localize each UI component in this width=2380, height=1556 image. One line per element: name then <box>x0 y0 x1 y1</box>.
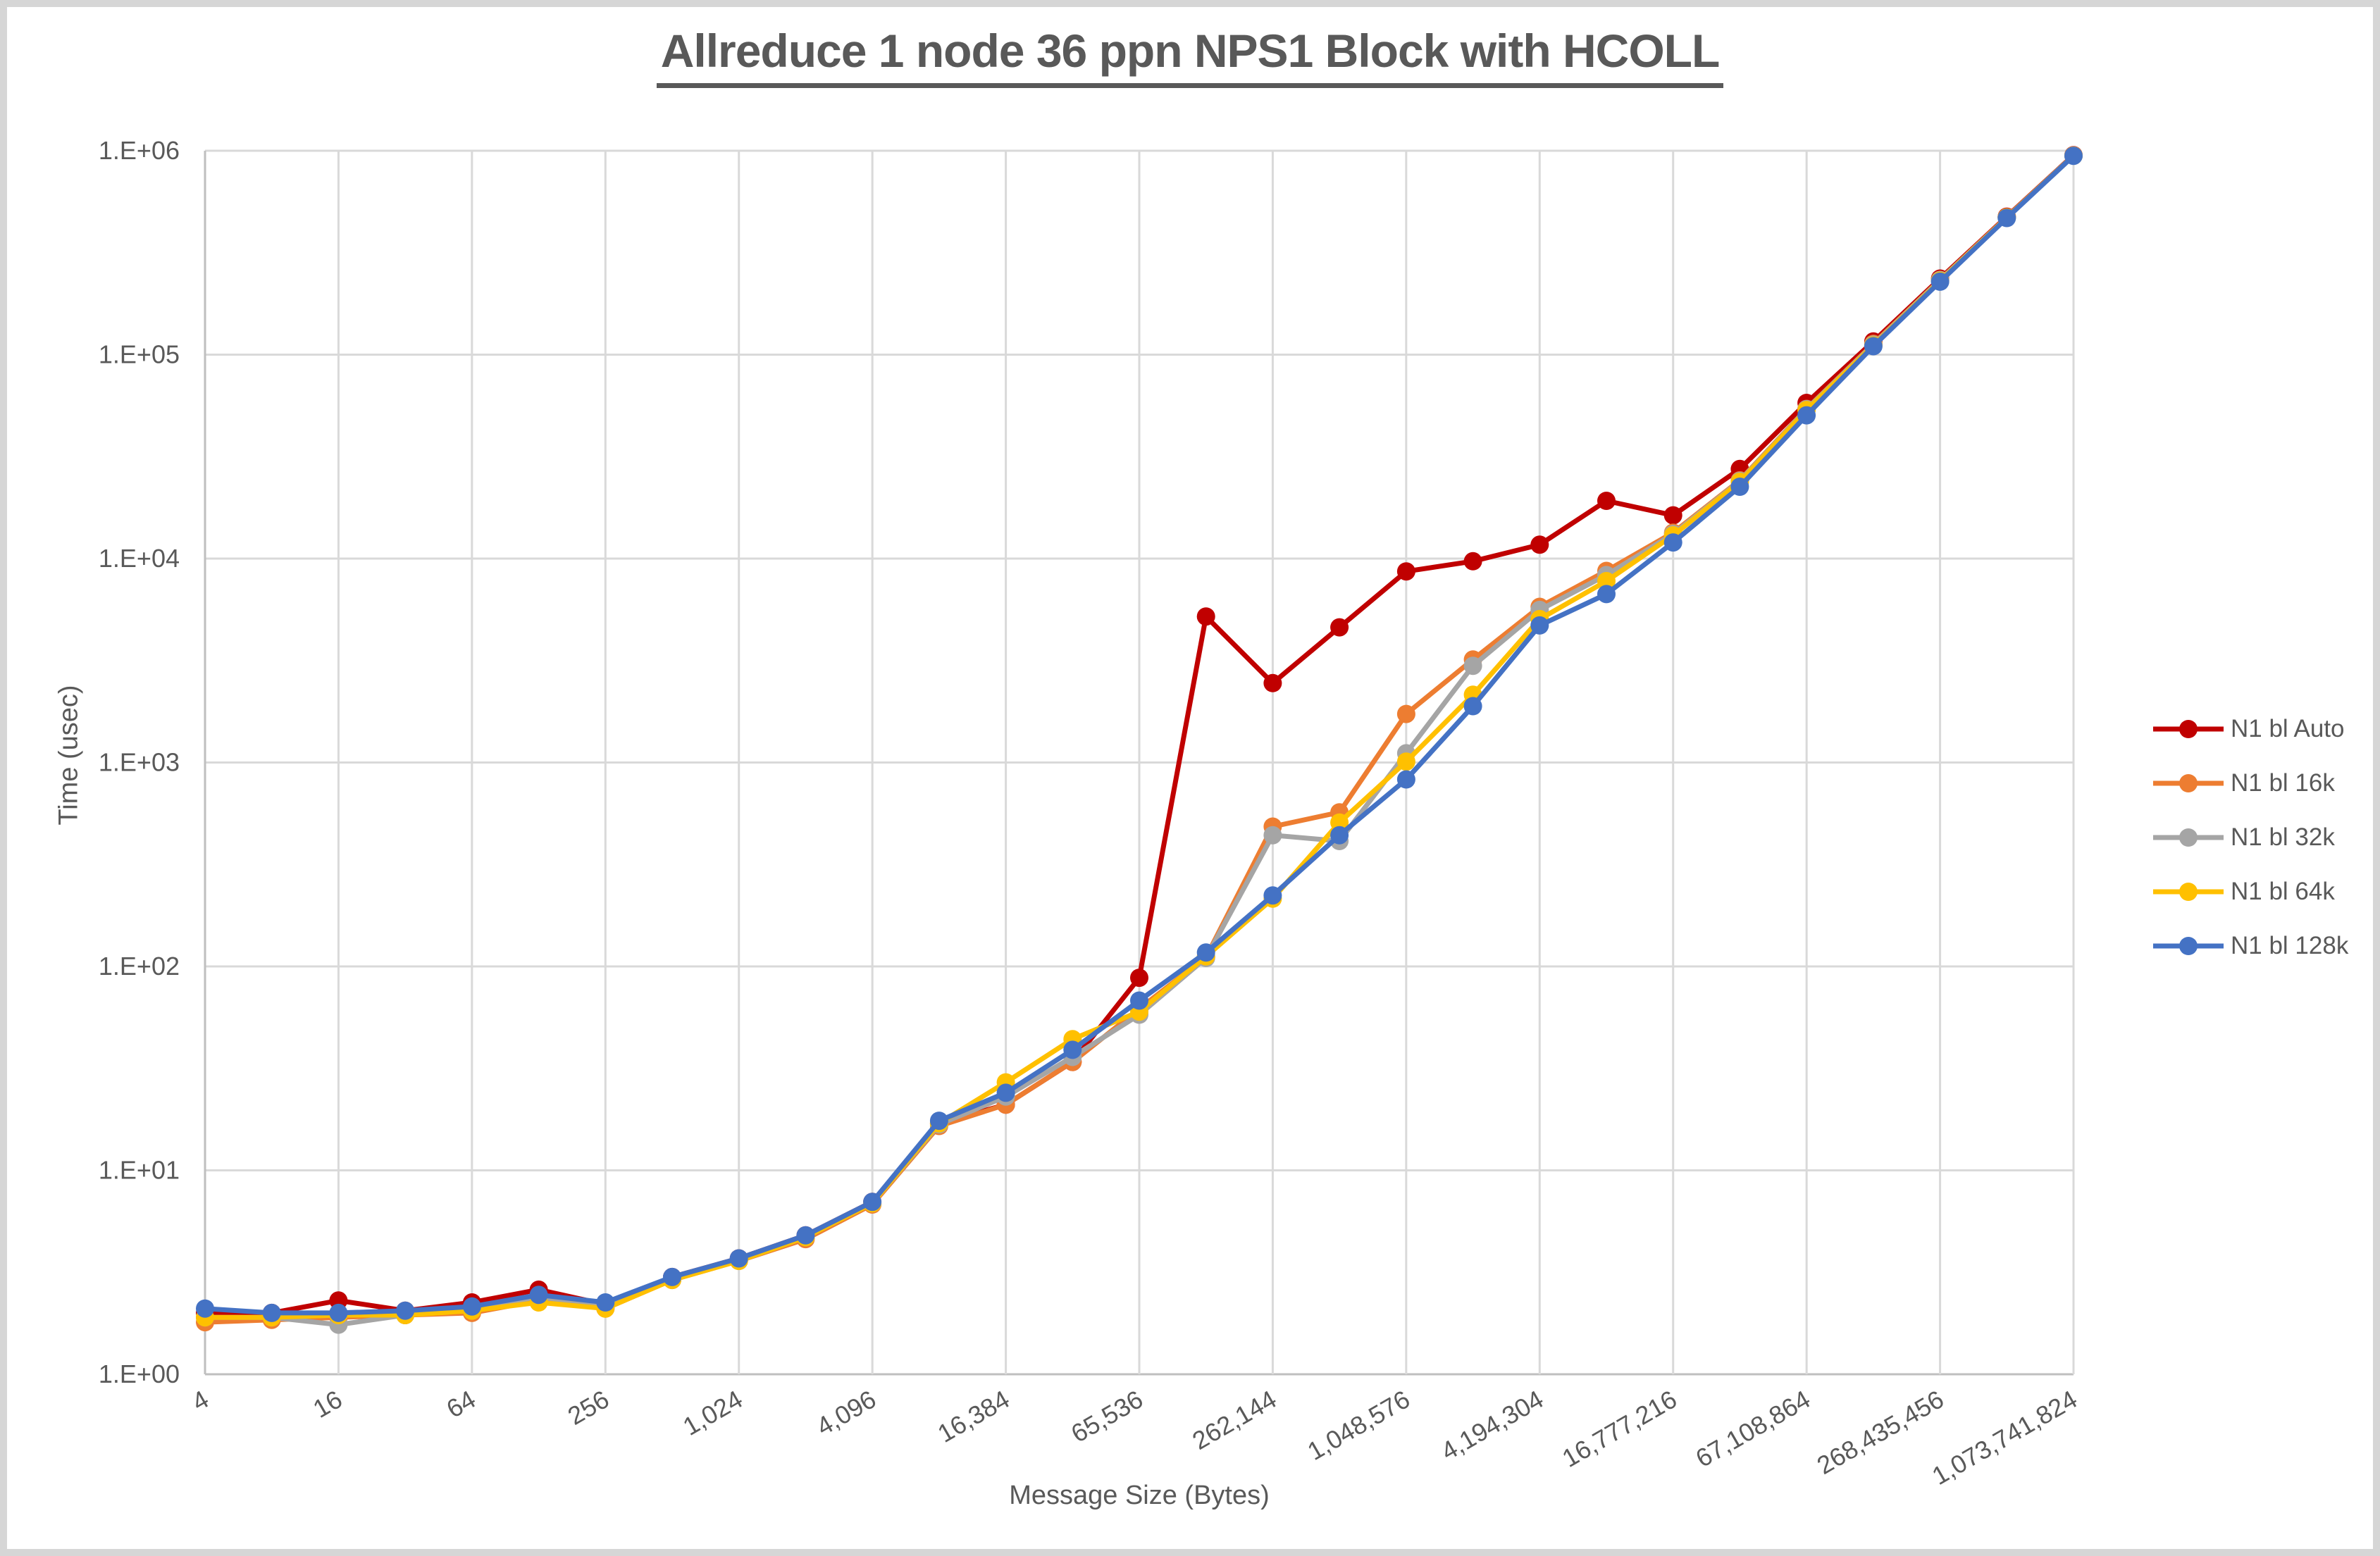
data-point-marker[interactable] <box>1330 618 1349 637</box>
legend-item-label: N1 bl Auto <box>2231 714 2345 742</box>
gridlines <box>204 149 2075 1376</box>
legend-swatch-icon <box>2153 936 2224 955</box>
y-tick-label: 1.E+04 <box>99 544 180 573</box>
legend-marker-icon <box>2179 882 2198 901</box>
data-point-marker[interactable] <box>1864 337 1883 356</box>
data-point-marker[interactable] <box>1463 697 1482 716</box>
data-point-marker[interactable] <box>2064 147 2083 166</box>
legend-swatch-icon <box>2153 828 2224 847</box>
y-tick-label: 1.E+01 <box>99 1156 180 1185</box>
x-tick-label: 256 <box>563 1384 614 1431</box>
data-point-marker[interactable] <box>462 1297 481 1316</box>
x-tick-label: 65,536 <box>1066 1384 1148 1448</box>
legend-marker-icon <box>2179 828 2198 847</box>
data-point-marker[interactable] <box>929 1112 948 1131</box>
data-point-marker[interactable] <box>796 1226 815 1245</box>
y-tick-label: 1.E+05 <box>99 340 180 369</box>
x-tick-label: 4,096 <box>812 1384 881 1441</box>
legend-item-n1-bl-16k[interactable]: N1 bl 16k <box>2153 756 2348 810</box>
x-tick-label: 262,144 <box>1187 1384 1281 1455</box>
legend-item-n1-bl-128k[interactable]: N1 bl 128k <box>2153 919 2348 973</box>
y-tick-label: 1.E+03 <box>99 748 180 777</box>
data-point-marker[interactable] <box>1997 208 2016 228</box>
data-point-marker[interactable] <box>396 1301 415 1320</box>
data-point-marker[interactable] <box>729 1249 748 1268</box>
data-point-marker[interactable] <box>1330 826 1349 845</box>
x-tick-label: 16,384 <box>933 1384 1015 1448</box>
x-axis-title: Message Size (Bytes) <box>1009 1481 1270 1510</box>
chart-title-text: Allreduce 1 node 36 ppn NPS1 Block with … <box>656 24 1724 88</box>
x-tick-label: 64 <box>442 1384 481 1424</box>
data-point-marker[interactable] <box>1396 752 1415 771</box>
data-point-marker[interactable] <box>1396 704 1415 723</box>
legend-item-n1-bl-32k[interactable]: N1 bl 32k <box>2153 810 2348 864</box>
x-tick-label: 4,194,304 <box>1436 1384 1548 1466</box>
x-tick-label: 1,048,576 <box>1303 1384 1415 1466</box>
data-point-marker[interactable] <box>1263 886 1282 905</box>
data-point-marker[interactable] <box>529 1286 548 1305</box>
y-tick-label: 1.E+02 <box>99 952 180 981</box>
data-point-marker[interactable] <box>1597 492 1616 510</box>
data-point-marker[interactable] <box>1063 1040 1082 1059</box>
chart-plot-area: 1.E+00 1.E+01 1.E+02 1.E+03 1.E+04 1.E+05 1.E+… <box>99 136 2083 1490</box>
data-point-marker[interactable] <box>1330 813 1349 832</box>
data-point-marker[interactable] <box>863 1193 882 1212</box>
legend-swatch-icon <box>2153 882 2224 901</box>
data-point-marker[interactable] <box>1196 607 1215 626</box>
y-tick-label: 1.E+06 <box>99 136 180 165</box>
data-point-marker[interactable] <box>1396 770 1415 789</box>
legend-swatch-icon <box>2153 773 2224 792</box>
x-tick-label: 1,073,741,824 <box>1927 1384 2082 1490</box>
data-point-marker[interactable] <box>1130 991 1148 1010</box>
data-point-marker[interactable] <box>262 1303 281 1322</box>
legend-marker-icon <box>2179 773 2198 792</box>
data-point-marker[interactable] <box>1597 585 1616 604</box>
y-axis-title: Time (usec) <box>54 685 84 826</box>
data-point-marker[interactable] <box>596 1293 615 1312</box>
x-tick-label: 16,777,216 <box>1557 1384 1682 1473</box>
data-point-marker[interactable] <box>196 1299 214 1318</box>
data-point-marker[interactable] <box>1597 572 1616 590</box>
chart-legend: N1 bl Auto N1 bl 16k N1 bl 32k N1 bl 64k N1 … <box>2153 702 2348 973</box>
data-point-marker[interactable] <box>1263 826 1282 845</box>
data-point-marker[interactable] <box>1463 656 1482 676</box>
data-point-marker[interactable] <box>1663 506 1682 525</box>
axis-tick-labels: 1.E+00 1.E+01 1.E+02 1.E+03 1.E+04 1.E+05 1.E+… <box>99 136 2082 1490</box>
data-point-marker[interactable] <box>1797 406 1816 425</box>
series-group <box>196 146 2083 1334</box>
legend-marker-icon <box>2179 936 2198 955</box>
data-point-marker[interactable] <box>1930 272 1950 291</box>
x-tick-label: 1,024 <box>678 1384 748 1441</box>
series-n1-bl-128k <box>196 147 2083 1322</box>
data-point-marker[interactable] <box>996 1083 1015 1102</box>
data-point-marker[interactable] <box>1396 562 1415 581</box>
chart-title: Allreduce 1 node 36 ppn NPS1 Block with … <box>7 24 2373 88</box>
x-tick-label: 16 <box>308 1384 347 1424</box>
data-point-marker[interactable] <box>1530 616 1549 635</box>
data-point-marker[interactable] <box>663 1267 681 1286</box>
legend-item-n1-bl-64k[interactable]: N1 bl 64k <box>2153 864 2348 919</box>
data-point-marker[interactable] <box>1730 478 1749 496</box>
data-point-marker[interactable] <box>1196 943 1215 962</box>
legend-swatch-icon <box>2153 719 2224 738</box>
y-tick-label: 1.E+00 <box>99 1359 180 1388</box>
x-tick-label: 4 <box>187 1384 213 1417</box>
data-point-marker[interactable] <box>329 1303 348 1322</box>
legend-item-label: N1 bl 32k <box>2231 823 2335 851</box>
legend-item-label: N1 bl 64k <box>2231 877 2335 905</box>
data-point-marker[interactable] <box>1530 535 1549 554</box>
data-point-marker[interactable] <box>1663 533 1682 552</box>
legend-item-label: N1 bl 16k <box>2231 768 2335 797</box>
data-point-marker[interactable] <box>1463 552 1482 571</box>
data-point-marker[interactable] <box>1130 969 1148 988</box>
legend-item-n1-bl-auto[interactable]: N1 bl Auto <box>2153 702 2348 756</box>
data-point-marker[interactable] <box>1263 673 1282 692</box>
legend-item-label: N1 bl 128k <box>2231 931 2349 959</box>
legend-marker-icon <box>2179 719 2198 738</box>
x-tick-label: 67,108,864 <box>1691 1384 1816 1473</box>
